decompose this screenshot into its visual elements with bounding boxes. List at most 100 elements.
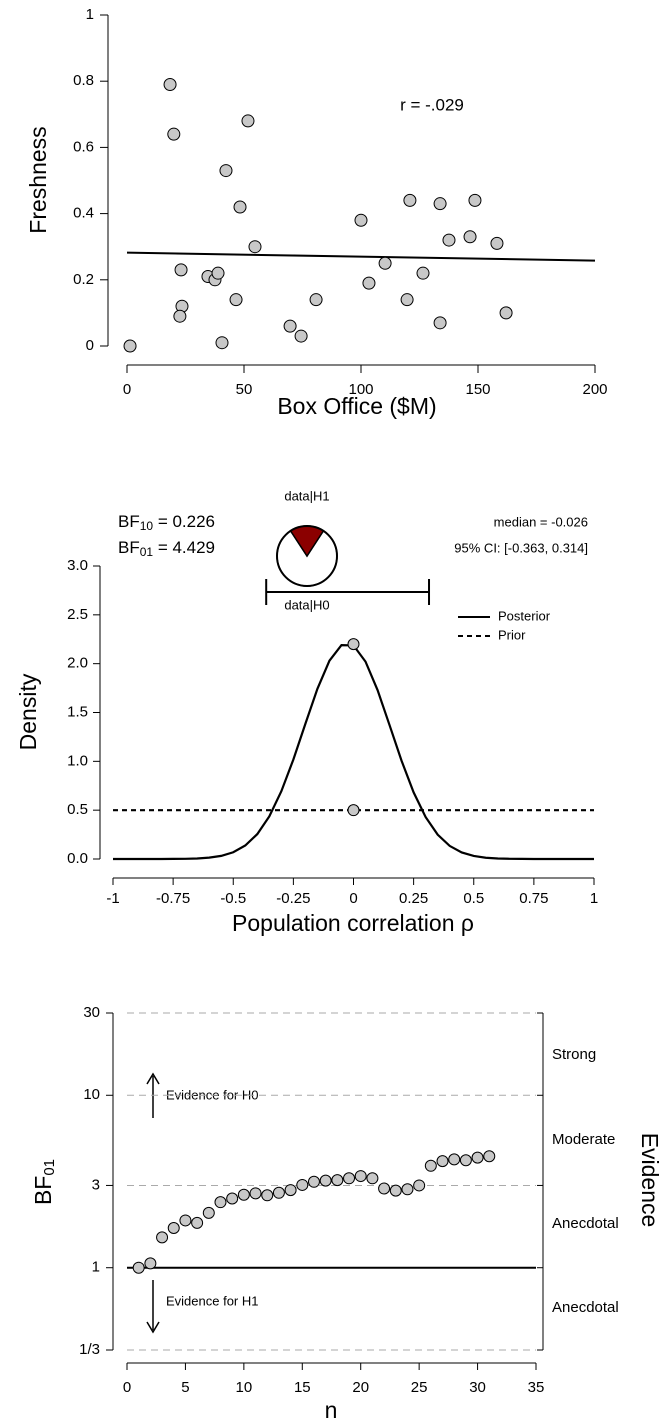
point xyxy=(241,114,255,128)
point xyxy=(433,197,447,211)
annotation: r = -.029 xyxy=(400,95,464,114)
evidence-level: Anecdotal xyxy=(552,1215,619,1232)
density-line xyxy=(113,643,594,861)
x-tick-label: 0.5 xyxy=(463,890,484,907)
point xyxy=(191,1216,204,1229)
point xyxy=(400,293,414,307)
point xyxy=(366,1172,379,1185)
point xyxy=(219,164,233,178)
bf-base: BF xyxy=(118,512,140,531)
bf-value: = 4.429 xyxy=(153,538,215,557)
x-tick-label: 0.25 xyxy=(399,890,428,907)
bf-base: BF xyxy=(118,538,140,557)
point xyxy=(378,1182,391,1195)
point xyxy=(362,276,376,290)
point xyxy=(448,1153,461,1166)
bf-value: = 0.226 xyxy=(153,512,215,531)
point xyxy=(416,266,430,280)
x-tick-label: 15 xyxy=(294,1379,311,1396)
x-tick-label: 20 xyxy=(352,1379,369,1396)
x-tick-label: 150 xyxy=(465,381,490,398)
point xyxy=(163,78,177,92)
bf-base: BF xyxy=(30,1176,56,1205)
point xyxy=(309,293,323,307)
x-tick-label: 1 xyxy=(590,890,598,907)
point xyxy=(378,256,392,270)
point xyxy=(179,1214,192,1227)
y-tick-label: 2.0 xyxy=(67,655,88,672)
point xyxy=(463,230,477,244)
y-tick-label: 1/3 xyxy=(79,1341,100,1358)
point xyxy=(296,1178,309,1191)
y-axis-title: BF01 xyxy=(30,1159,58,1205)
arrow-text: Evidence for H1 xyxy=(166,1293,259,1308)
sd-point xyxy=(347,638,360,651)
arrow-head xyxy=(146,1321,160,1334)
x-axis-title: Box Office ($M) xyxy=(277,393,436,419)
y-tick-label: 30 xyxy=(83,1004,100,1021)
x-axis-title: Population correlation ρ xyxy=(232,910,474,936)
point xyxy=(413,1179,426,1192)
y-tick-label: 1.5 xyxy=(67,703,88,720)
legend-label: Prior xyxy=(498,627,526,642)
y-tick-label: 3.0 xyxy=(67,557,88,574)
point xyxy=(284,1184,297,1197)
point xyxy=(471,1151,484,1164)
point xyxy=(283,319,297,333)
point xyxy=(307,1175,320,1188)
x-tick-label: -0.25 xyxy=(276,890,310,907)
point xyxy=(202,1206,215,1219)
x-tick-label: 5 xyxy=(181,1379,189,1396)
point xyxy=(215,336,229,350)
point xyxy=(233,200,247,214)
evidence-level: Anecdotal xyxy=(552,1299,619,1316)
bf-sub: 01 xyxy=(41,1159,58,1176)
y-tick-label: 10 xyxy=(83,1086,100,1103)
point xyxy=(249,1187,262,1200)
point xyxy=(401,1183,414,1196)
fit-line xyxy=(126,251,596,262)
y-tick-label: 0.4 xyxy=(73,205,94,222)
point xyxy=(211,266,225,280)
pie-label: data|H0 xyxy=(284,597,329,612)
point xyxy=(389,1184,402,1197)
point xyxy=(167,127,181,141)
point xyxy=(459,1154,472,1167)
point xyxy=(319,1174,332,1187)
y-tick-label: 0.0 xyxy=(67,850,88,867)
point xyxy=(173,309,187,323)
x-tick-label: 35 xyxy=(528,1379,545,1396)
point xyxy=(294,329,308,343)
x-tick-label: -0.75 xyxy=(156,890,190,907)
y-tick-label: 0.6 xyxy=(73,138,94,155)
point xyxy=(123,339,137,353)
y-tick-label: 1 xyxy=(86,6,94,23)
x-axis-title: n xyxy=(325,1397,338,1422)
y-axis-title: Density xyxy=(15,673,41,750)
point xyxy=(167,1221,180,1234)
point xyxy=(468,193,482,207)
point xyxy=(261,1189,274,1202)
x-tick-label: 100 xyxy=(348,381,373,398)
arrow-head xyxy=(146,1072,160,1085)
point xyxy=(272,1186,285,1199)
x-tick-label: 0.75 xyxy=(519,890,548,907)
point xyxy=(433,316,447,330)
point xyxy=(237,1188,250,1201)
x-tick-label: -1 xyxy=(106,890,119,907)
bf10-text: BF10 = 0.226 xyxy=(118,512,215,533)
sd-point xyxy=(347,804,360,817)
point xyxy=(331,1174,344,1187)
x-tick-label: 10 xyxy=(236,1379,253,1396)
median-text: median = -0.026 xyxy=(494,514,588,529)
y-tick-label: 0.2 xyxy=(73,271,94,288)
x-tick-label: 50 xyxy=(236,381,253,398)
pie-label: data|H1 xyxy=(284,488,329,503)
y-tick-label: 1 xyxy=(92,1259,100,1276)
point xyxy=(483,1150,496,1163)
point xyxy=(424,1159,437,1172)
point xyxy=(442,233,456,247)
pie-outline xyxy=(276,525,338,587)
point xyxy=(343,1172,356,1185)
